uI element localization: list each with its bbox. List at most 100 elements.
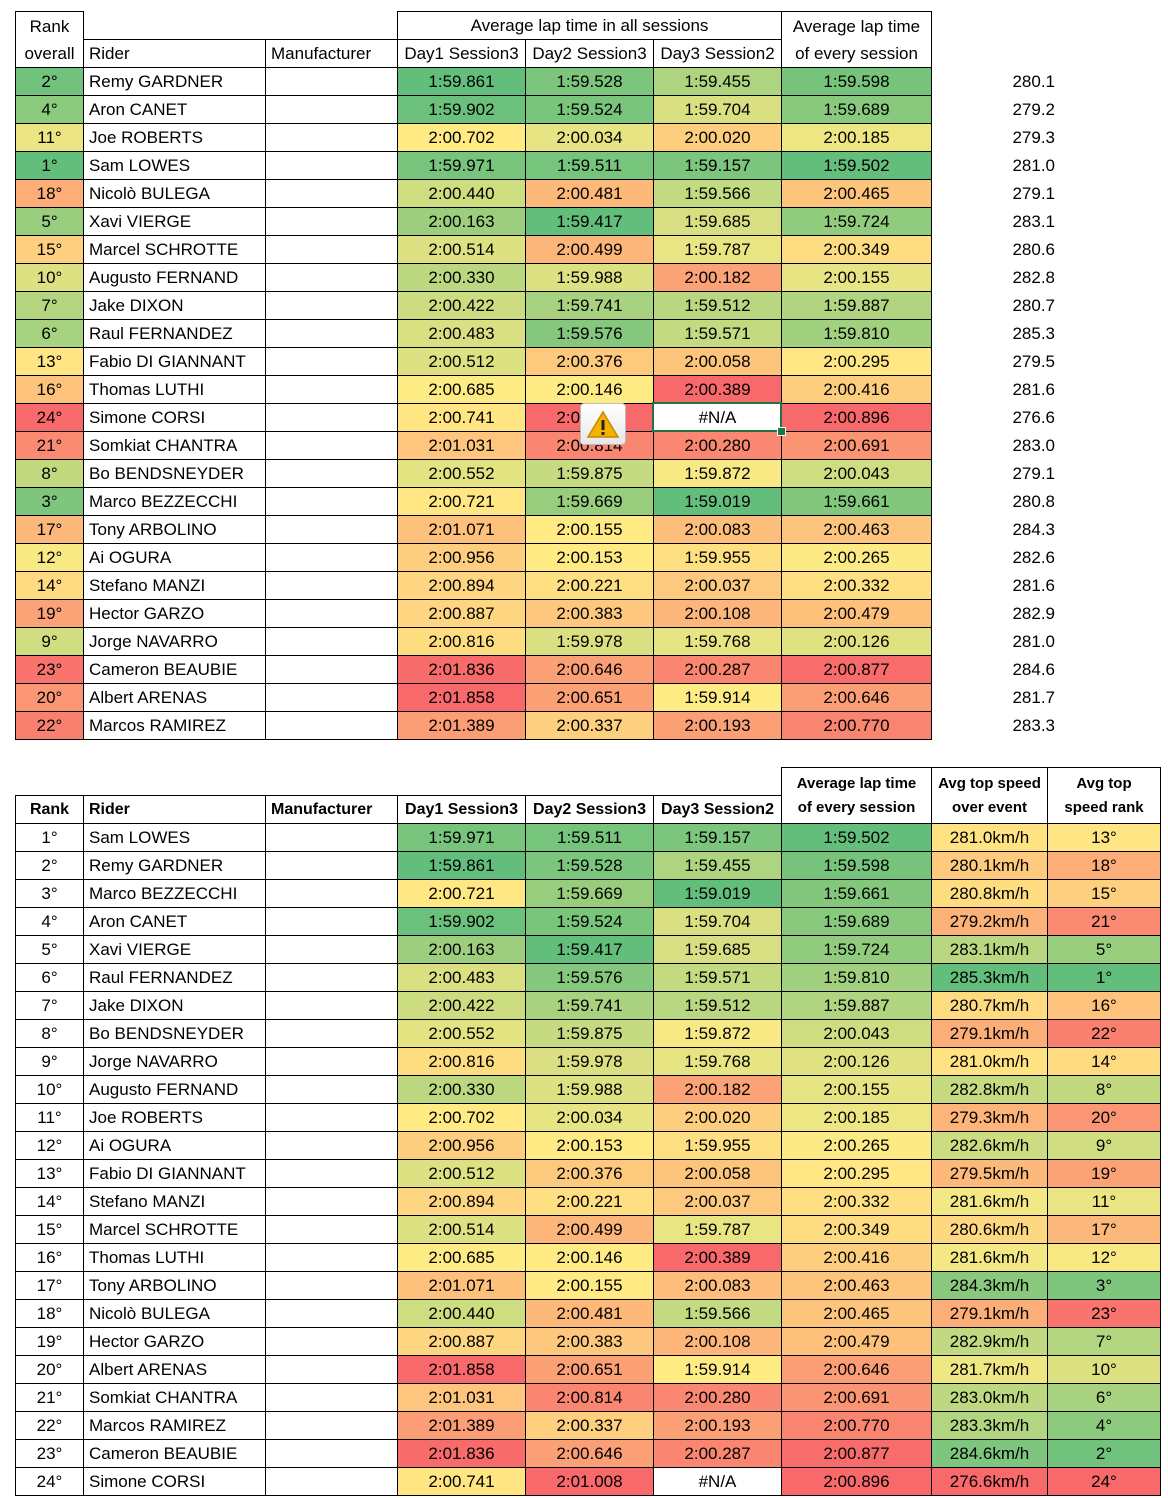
cell: 1:59.528 <box>525 67 654 96</box>
cell: 280.1 <box>1012 71 1055 91</box>
cell <box>265 1019 398 1048</box>
cell: 4° <box>1047 1411 1161 1440</box>
cell: 2:00.155 <box>525 1271 654 1300</box>
cell: 23° <box>15 655 84 684</box>
cell: Aron CANET <box>83 95 266 124</box>
cell: 2:00.685 <box>397 375 526 404</box>
cell: 13° <box>1047 823 1161 852</box>
cell: 285.3km/h <box>931 963 1048 992</box>
cell: 1:59.741 <box>525 291 654 320</box>
cell: 1:59.861 <box>397 67 526 96</box>
cell: 1:59.887 <box>781 291 932 320</box>
cell: Stefano MANZI <box>83 1187 266 1216</box>
cell: 2:00.512 <box>397 347 526 376</box>
cell: 2:00.956 <box>397 1131 526 1160</box>
warning-button[interactable] <box>580 403 626 445</box>
cell: 1:59.524 <box>525 95 654 124</box>
selected-cell[interactable] <box>652 402 782 432</box>
cell: 20° <box>15 683 84 712</box>
header-cell: Average lap time of every session <box>781 767 932 824</box>
header-cell: Rider <box>83 795 266 824</box>
cell: 1° <box>15 151 84 180</box>
cell: Cameron BEAUBIE <box>83 655 266 684</box>
cell: 2:00.295 <box>781 347 932 376</box>
cell: 2:00.182 <box>653 263 782 292</box>
cell: 1:59.810 <box>781 319 932 348</box>
cell <box>265 431 398 460</box>
cell <box>265 1271 398 1300</box>
cell: Cameron BEAUBIE <box>83 1439 266 1468</box>
selection-handle[interactable] <box>777 427 786 436</box>
cell: 282.9km/h <box>931 1327 1048 1356</box>
cell: 283.3 <box>1012 715 1055 735</box>
cell: 1:59.872 <box>653 1019 782 1048</box>
cell: 2:01.858 <box>397 683 526 712</box>
cell: 2:00.185 <box>781 123 932 152</box>
cell: 2:01.031 <box>397 431 526 460</box>
cell: 19° <box>15 599 84 628</box>
cell: 281.0 <box>1012 155 1055 175</box>
cell: Thomas LUTHI <box>83 1243 266 1272</box>
cell: 279.3 <box>1012 127 1055 147</box>
cell: 1:59.724 <box>781 935 932 964</box>
cell: 2:00.721 <box>397 487 526 516</box>
cell: 5° <box>15 935 84 964</box>
cell: Joe ROBERTS <box>83 123 266 152</box>
cell: 12° <box>15 543 84 572</box>
header-cell: Day3 Session2 <box>653 39 782 68</box>
cell: 2:00.479 <box>781 599 932 628</box>
cell: 1:59.661 <box>781 487 932 516</box>
cell: 2:00.376 <box>525 1159 654 1188</box>
cell: 1:59.875 <box>525 1019 654 1048</box>
cell: 2:00.896 <box>781 1467 932 1496</box>
cell: Ai OGURA <box>83 1131 266 1160</box>
cell: 2:00.043 <box>781 1019 932 1048</box>
cell: Marcel SCHROTTE <box>83 235 266 264</box>
cell: Augusto FERNAND <box>83 263 266 292</box>
cell <box>265 67 398 96</box>
cell <box>265 599 398 628</box>
cell: Raul FERNANDEZ <box>83 319 266 348</box>
cell: 281.7 <box>1012 687 1055 707</box>
cell: 18° <box>1047 851 1161 880</box>
header-line: of every session <box>797 798 916 816</box>
cell: 2:00.037 <box>653 1187 782 1216</box>
cell: 1:59.861 <box>397 851 526 880</box>
cell: 8° <box>15 459 84 488</box>
cell: 1:59.524 <box>525 907 654 936</box>
cell: 2:00.221 <box>525 1187 654 1216</box>
cell: 2:00.499 <box>525 1215 654 1244</box>
cell: 282.6km/h <box>931 1131 1048 1160</box>
cell: 2:00.770 <box>781 711 932 740</box>
cell: 2:00.332 <box>781 571 932 600</box>
cell: 23° <box>1047 1299 1161 1328</box>
cell: 2:00.108 <box>653 599 782 628</box>
cell: Hector GARZO <box>83 1327 266 1356</box>
cell: 279.1 <box>1012 183 1055 203</box>
header-cell: Day2 Session3 <box>525 39 654 68</box>
cell <box>265 1159 398 1188</box>
cell: 2:00.479 <box>781 1327 932 1356</box>
cell: 1:59.502 <box>781 823 932 852</box>
cell <box>265 963 398 992</box>
cell <box>265 1411 398 1440</box>
cell: 1:59.512 <box>653 991 782 1020</box>
cell: Raul FERNANDEZ <box>83 963 266 992</box>
cell: Nicolò BULEGA <box>83 179 266 208</box>
cell: 10° <box>1047 1355 1161 1384</box>
cell: 2:00.020 <box>653 123 782 152</box>
cell: 1:59.689 <box>781 907 932 936</box>
cell <box>265 487 398 516</box>
header-cell: Rider <box>83 39 266 68</box>
cell: 2:00.816 <box>397 1047 526 1076</box>
cell: 2:00.083 <box>653 515 782 544</box>
cell: Bo BENDSNEYDER <box>83 1019 266 1048</box>
cell: Remy GARDNER <box>83 851 266 880</box>
cell: 7° <box>15 291 84 320</box>
cell: 20° <box>15 1355 84 1384</box>
cell: 1° <box>1047 963 1161 992</box>
cell: 2:00.376 <box>525 347 654 376</box>
cell: 8° <box>15 1019 84 1048</box>
cell: 2:00.337 <box>525 1411 654 1440</box>
cell <box>265 235 398 264</box>
